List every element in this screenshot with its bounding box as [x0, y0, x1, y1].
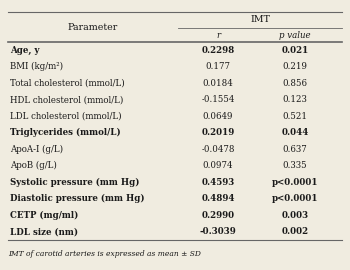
Text: ApoB (g/L): ApoB (g/L) — [10, 161, 57, 170]
Text: 0.002: 0.002 — [281, 227, 309, 236]
Text: p<0.0001: p<0.0001 — [272, 178, 318, 187]
Text: -0.1554: -0.1554 — [201, 95, 235, 104]
Text: -0.0478: -0.0478 — [201, 145, 235, 154]
Text: 0.123: 0.123 — [282, 95, 307, 104]
Text: 0.0184: 0.0184 — [203, 79, 233, 88]
Text: 0.2990: 0.2990 — [202, 211, 235, 220]
Text: Diastolic pressure (mm Hg): Diastolic pressure (mm Hg) — [10, 194, 145, 203]
Text: 0.2019: 0.2019 — [201, 128, 234, 137]
Text: 0.637: 0.637 — [283, 145, 307, 154]
Text: 0.219: 0.219 — [282, 62, 308, 71]
Text: 0.4894: 0.4894 — [201, 194, 235, 203]
Text: 0.177: 0.177 — [205, 62, 231, 71]
Text: IMT: IMT — [250, 15, 270, 25]
Text: Age, y: Age, y — [10, 46, 40, 55]
Text: 0.335: 0.335 — [283, 161, 307, 170]
Text: Total cholesterol (mmol/L): Total cholesterol (mmol/L) — [10, 79, 125, 88]
Text: CETP (mg/ml): CETP (mg/ml) — [10, 211, 78, 220]
Text: BMI (kg/m²): BMI (kg/m²) — [10, 62, 63, 71]
Text: 0.0974: 0.0974 — [203, 161, 233, 170]
Text: r: r — [216, 31, 220, 39]
Text: IMT of carotid arteries is expressed as mean ± SD: IMT of carotid arteries is expressed as … — [8, 250, 201, 258]
Text: LDL cholesterol (mmol/L): LDL cholesterol (mmol/L) — [10, 112, 122, 121]
Text: -0.3039: -0.3039 — [199, 227, 236, 236]
Text: LDL size (nm): LDL size (nm) — [10, 227, 78, 236]
Text: Parameter: Parameter — [68, 22, 118, 32]
Text: Systolic pressure (mm Hg): Systolic pressure (mm Hg) — [10, 178, 140, 187]
Text: 0.044: 0.044 — [281, 128, 309, 137]
Text: Triglycerides (mmol/L): Triglycerides (mmol/L) — [10, 128, 121, 137]
Text: 0.0649: 0.0649 — [203, 112, 233, 121]
Text: 0.003: 0.003 — [281, 211, 309, 220]
Text: 0.856: 0.856 — [282, 79, 308, 88]
Text: ApoA-I (g/L): ApoA-I (g/L) — [10, 145, 63, 154]
Text: p<0.0001: p<0.0001 — [272, 194, 318, 203]
Text: 0.4593: 0.4593 — [201, 178, 234, 187]
Text: p value: p value — [279, 31, 311, 39]
Text: 0.2298: 0.2298 — [201, 46, 234, 55]
Text: 0.021: 0.021 — [281, 46, 309, 55]
Text: 0.521: 0.521 — [282, 112, 308, 121]
Text: HDL cholesterol (mmol/L): HDL cholesterol (mmol/L) — [10, 95, 123, 104]
